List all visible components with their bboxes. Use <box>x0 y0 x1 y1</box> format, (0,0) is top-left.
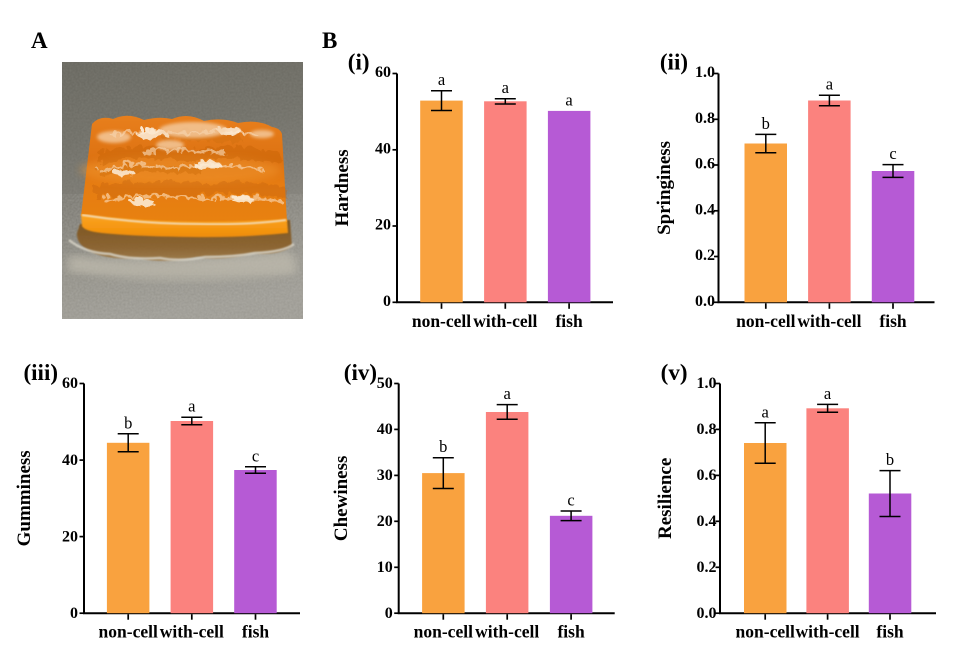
svg-text:b: b <box>124 413 132 432</box>
svg-text:b: b <box>439 437 447 456</box>
svg-text:Springiness: Springiness <box>654 141 675 235</box>
svg-text:0.6: 0.6 <box>697 467 717 484</box>
svg-text:b: b <box>762 114 770 133</box>
svg-text:Resilience: Resilience <box>655 458 676 539</box>
svg-text:fish: fish <box>242 622 270 642</box>
svg-text:1.0: 1.0 <box>695 64 715 81</box>
svg-text:50: 50 <box>377 375 393 392</box>
svg-text:a: a <box>762 402 770 421</box>
svg-text:0: 0 <box>383 293 391 310</box>
svg-text:0: 0 <box>70 605 78 622</box>
svg-text:(i): (i) <box>348 50 370 75</box>
svg-text:10: 10 <box>377 559 393 576</box>
svg-text:with-cell: with-cell <box>160 622 224 642</box>
svg-text:60: 60 <box>375 64 391 81</box>
svg-text:non-cell: non-cell <box>412 311 471 331</box>
svg-text:Hardness: Hardness <box>332 149 353 226</box>
svg-text:40: 40 <box>62 452 78 469</box>
svg-text:fish: fish <box>876 622 904 642</box>
svg-text:0.0: 0.0 <box>695 293 715 310</box>
svg-text:with-cell: with-cell <box>796 622 860 642</box>
svg-text:a: a <box>188 397 196 416</box>
svg-text:1.0: 1.0 <box>697 375 717 392</box>
svg-text:with-cell: with-cell <box>797 311 861 331</box>
svg-text:0.0: 0.0 <box>697 605 717 622</box>
svg-text:0.2: 0.2 <box>697 559 717 576</box>
svg-text:c: c <box>567 491 574 510</box>
svg-text:a: a <box>824 384 832 403</box>
svg-text:(ii): (ii) <box>660 50 688 75</box>
svg-text:non-cell: non-cell <box>736 311 795 331</box>
svg-text:a: a <box>565 90 573 109</box>
svg-text:Chewiness: Chewiness <box>331 456 352 542</box>
svg-text:B: B <box>322 28 337 53</box>
svg-text:non-cell: non-cell <box>99 622 158 642</box>
svg-text:20: 20 <box>62 528 78 545</box>
svg-text:20: 20 <box>377 513 393 530</box>
svg-text:a: a <box>438 70 446 89</box>
svg-text:0.8: 0.8 <box>697 421 717 438</box>
svg-text:fish: fish <box>879 311 907 331</box>
svg-text:fish: fish <box>555 311 583 331</box>
svg-text:fish: fish <box>557 622 585 642</box>
svg-text:c: c <box>889 144 896 163</box>
svg-text:a: a <box>504 384 512 403</box>
svg-text:(iv): (iv) <box>344 360 377 385</box>
svg-text:0.8: 0.8 <box>695 110 715 127</box>
svg-text:40: 40 <box>377 421 393 438</box>
svg-text:30: 30 <box>377 467 393 484</box>
svg-text:a: a <box>502 78 510 97</box>
svg-text:60: 60 <box>62 375 78 392</box>
svg-text:(v): (v) <box>661 360 688 385</box>
svg-text:c: c <box>252 446 259 465</box>
svg-text:0.6: 0.6 <box>695 156 715 173</box>
svg-text:(iii): (iii) <box>24 360 59 385</box>
svg-text:0: 0 <box>385 605 393 622</box>
svg-text:a: a <box>826 75 834 94</box>
svg-text:with-cell: with-cell <box>473 311 537 331</box>
svg-text:Gumminess: Gumminess <box>14 450 35 546</box>
svg-text:A: A <box>31 28 48 53</box>
svg-text:non-cell: non-cell <box>736 622 795 642</box>
svg-text:20: 20 <box>375 217 391 234</box>
svg-text:0.4: 0.4 <box>695 201 715 218</box>
svg-text:non-cell: non-cell <box>414 622 473 642</box>
svg-text:40: 40 <box>375 140 391 157</box>
svg-text:0.2: 0.2 <box>695 247 715 264</box>
svg-text:b: b <box>886 450 894 469</box>
svg-text:with-cell: with-cell <box>475 622 539 642</box>
svg-text:0.4: 0.4 <box>697 513 717 530</box>
